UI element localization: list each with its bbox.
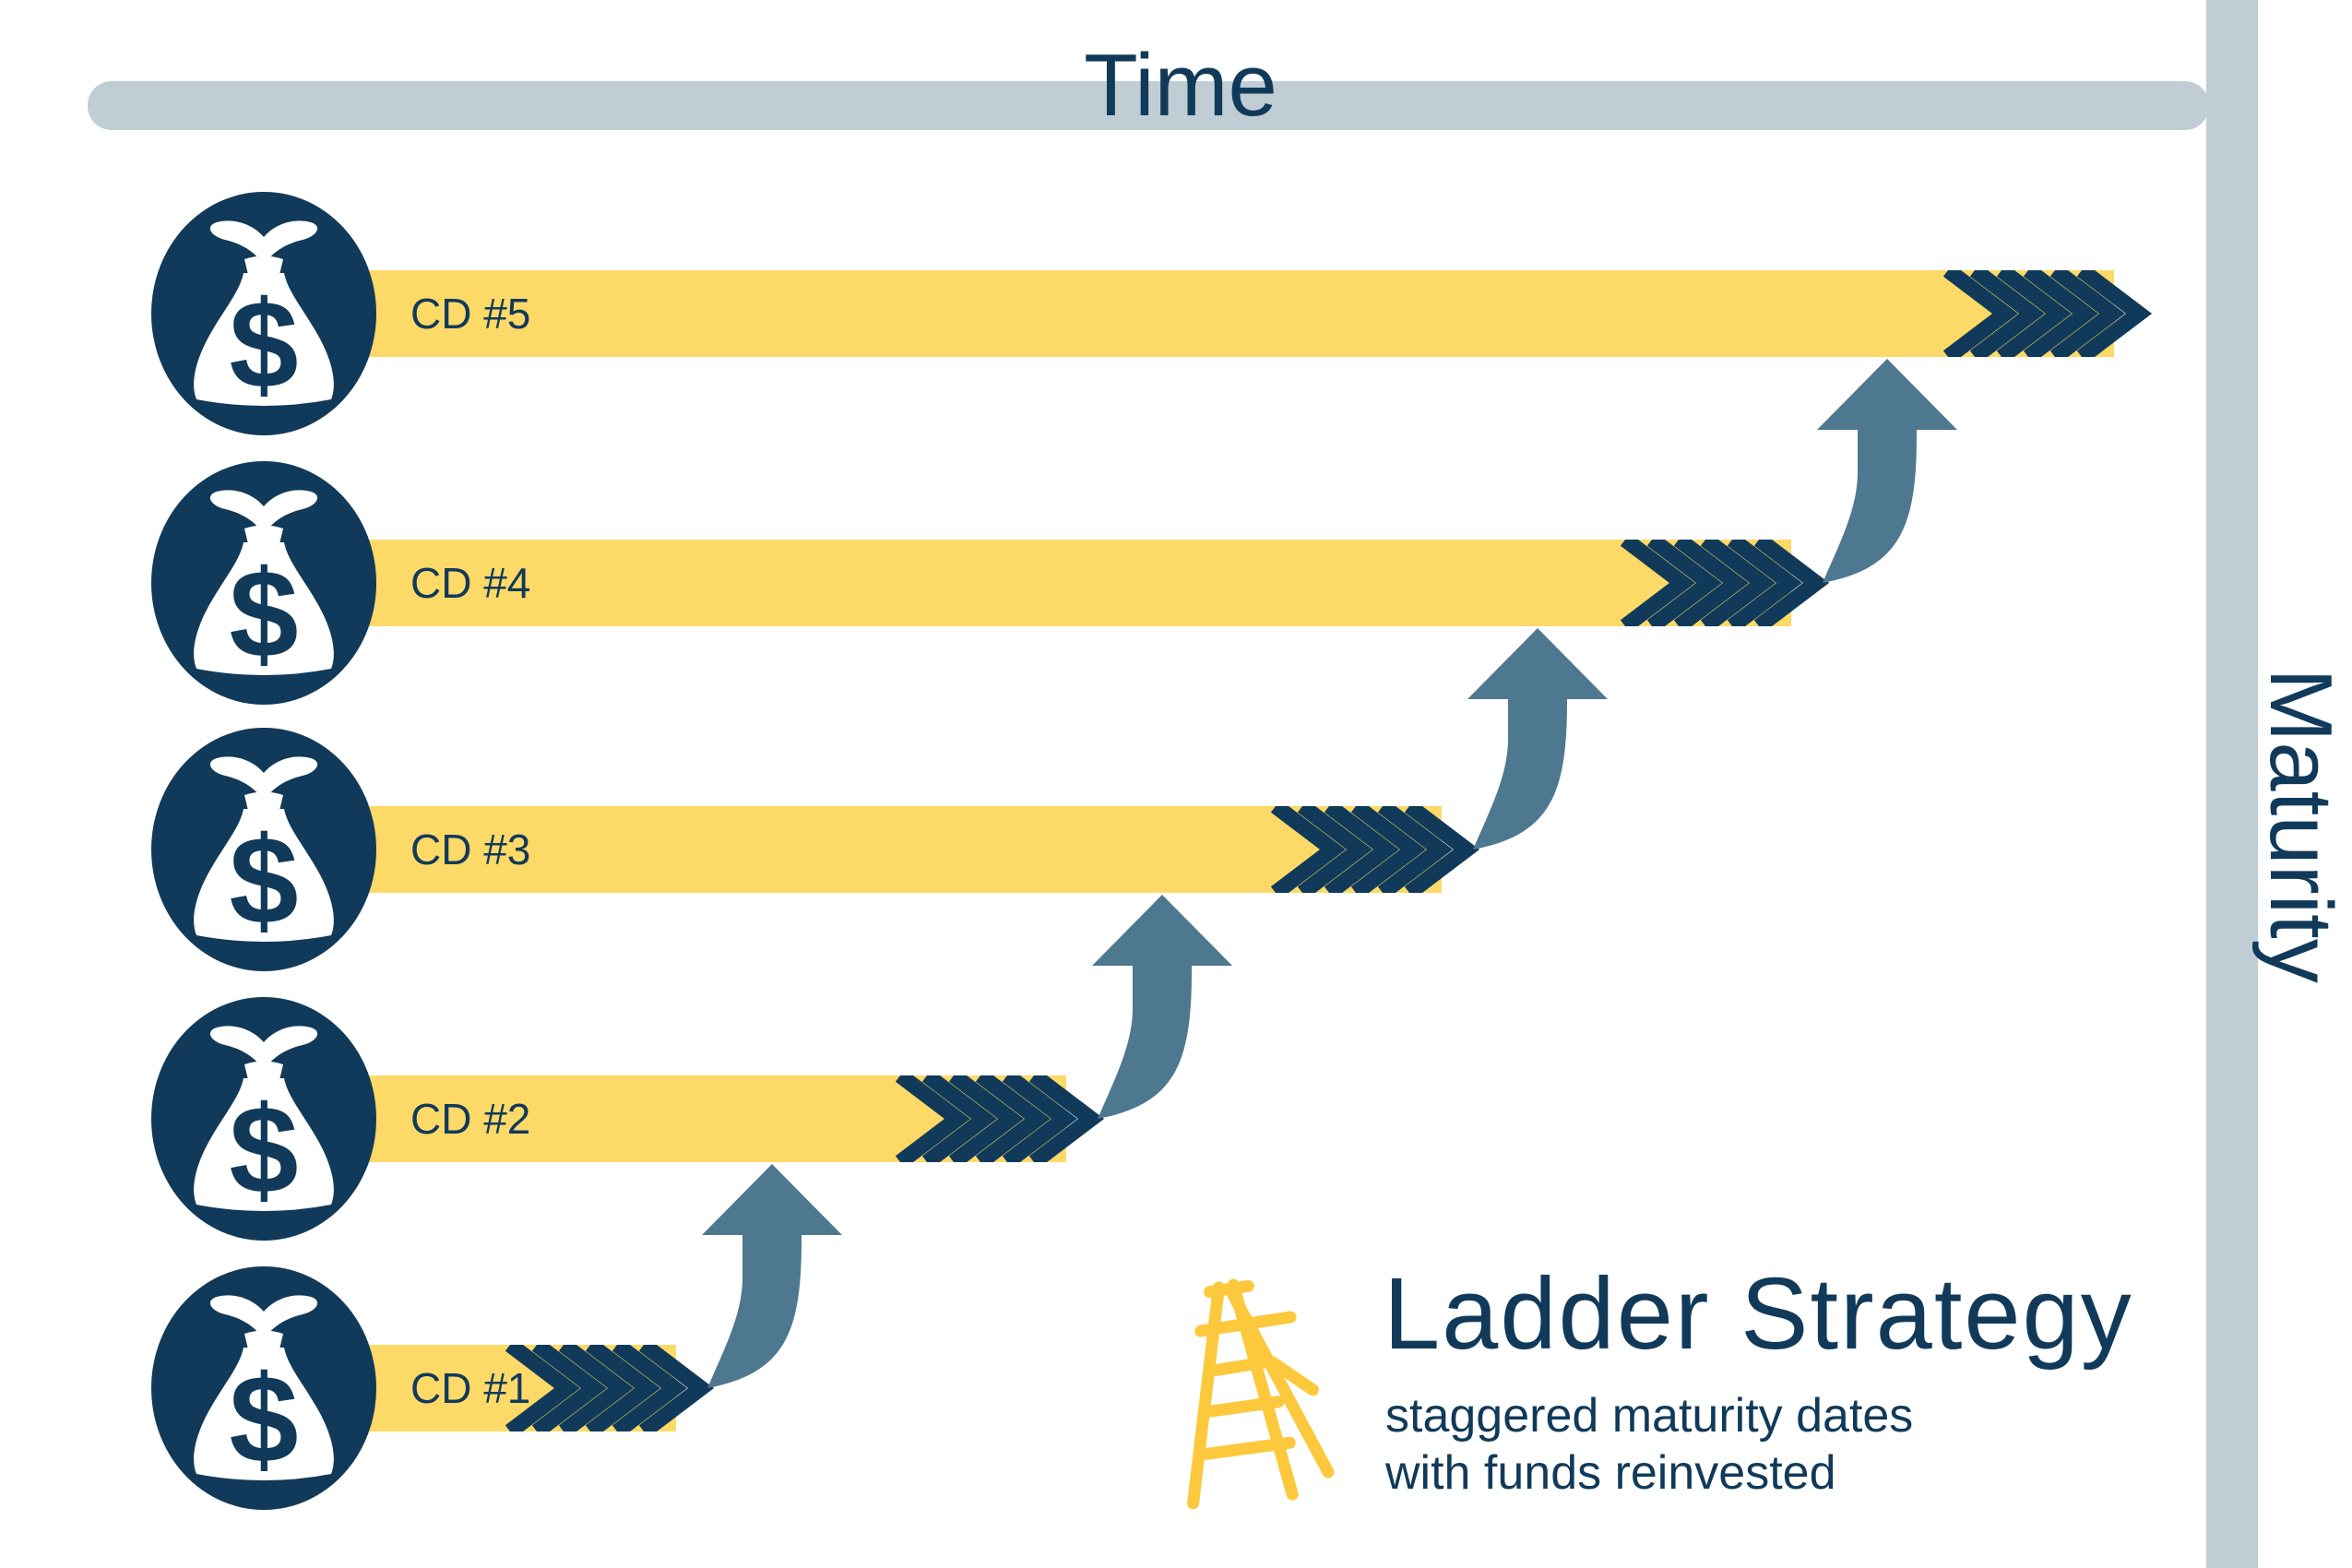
chevron-stripe — [585, 1345, 661, 1431]
cd-label: CD #1 — [410, 1364, 530, 1412]
reinvest-arrows — [702, 359, 1957, 1388]
chevron-stripe — [1270, 806, 1347, 893]
cd-row: CD #3 — [151, 728, 1480, 971]
chevron-stripe — [505, 1345, 581, 1431]
maturity-axis-bar — [2206, 0, 2258, 1568]
time-axis-bar — [88, 81, 2209, 130]
maturity-axis-label: Maturity — [2251, 668, 2350, 982]
cd-row: CD #1 — [151, 1266, 715, 1510]
chevron-stripe — [1620, 540, 1696, 626]
cd-bar — [231, 270, 2114, 357]
chevron-stripe — [948, 1075, 1025, 1162]
chevron-stripe — [531, 1345, 608, 1431]
brand-title: Ladder Strategy — [1384, 1257, 2133, 1371]
chevron-end — [895, 1075, 1105, 1162]
chevron-stripe — [1324, 806, 1400, 893]
time-axis-label: Time — [1084, 36, 1277, 135]
chevron-stripe — [975, 1075, 1051, 1162]
chevron-stripe — [1646, 540, 1723, 626]
cd-row: CD #5 — [151, 192, 2153, 435]
money-bag-icon — [151, 461, 376, 705]
reinvest-arrow — [1467, 628, 1608, 849]
chevron-end — [1620, 540, 1830, 626]
money-bag-icon — [151, 1266, 376, 1510]
chevron-stripe — [638, 1345, 715, 1431]
chevron-stripe — [2023, 270, 2099, 357]
chevron-stripe — [2049, 270, 2126, 357]
branding-block: Ladder Strategy staggered maturity dates… — [1187, 1257, 2133, 1510]
chevron-stripe — [1727, 540, 1803, 626]
chevron-stripe — [1002, 1075, 1078, 1162]
chevron-end — [1270, 806, 1480, 893]
chevron-stripe — [1377, 806, 1454, 893]
chevron-stripe — [2076, 270, 2153, 357]
cd-bar — [231, 806, 1442, 893]
chevron-stripe — [921, 1075, 998, 1162]
chevron-stripe — [1753, 540, 1830, 626]
money-bag-icon — [151, 997, 376, 1241]
chevron-stripe — [1028, 1075, 1105, 1162]
cd-rows: CD #5 CD #4 CD #3 CD #2 CD #1 — [151, 192, 2153, 1510]
chevron-stripe — [1350, 806, 1427, 893]
reinvest-arrow — [1092, 895, 1232, 1119]
chevron-stripe — [1700, 540, 1776, 626]
chevron-stripe — [1969, 270, 2046, 357]
money-bag-icon — [151, 192, 376, 435]
cd-label: CD #4 — [410, 559, 530, 607]
brand-subtitle-line2: with funds reinvested — [1384, 1446, 1836, 1500]
chevron-stripe — [1673, 540, 1750, 626]
chevron-stripe — [1297, 806, 1373, 893]
chevron-stripe — [895, 1075, 971, 1162]
chevron-stripe — [558, 1345, 635, 1431]
cd-bar — [231, 540, 1791, 626]
cd-label: CD #2 — [410, 1095, 530, 1143]
chevron-end — [505, 1345, 715, 1431]
chevron-stripe — [1404, 806, 1480, 893]
reinvest-arrow — [702, 1164, 842, 1388]
chevron-end — [1942, 270, 2153, 357]
chevron-stripe — [1942, 270, 2019, 357]
cd-row: CD #2 — [151, 997, 1105, 1241]
cd-row: CD #4 — [151, 461, 1830, 705]
money-bag-icon — [151, 728, 376, 971]
chevron-stripe — [1996, 270, 2073, 357]
reinvest-arrow — [1817, 359, 1957, 583]
cd-label: CD #5 — [410, 290, 530, 338]
cd-label: CD #3 — [410, 826, 530, 873]
chevron-stripe — [612, 1345, 688, 1431]
ladder-icon — [1187, 1278, 1335, 1510]
brand-subtitle-line1: staggered maturity dates — [1385, 1389, 1913, 1443]
